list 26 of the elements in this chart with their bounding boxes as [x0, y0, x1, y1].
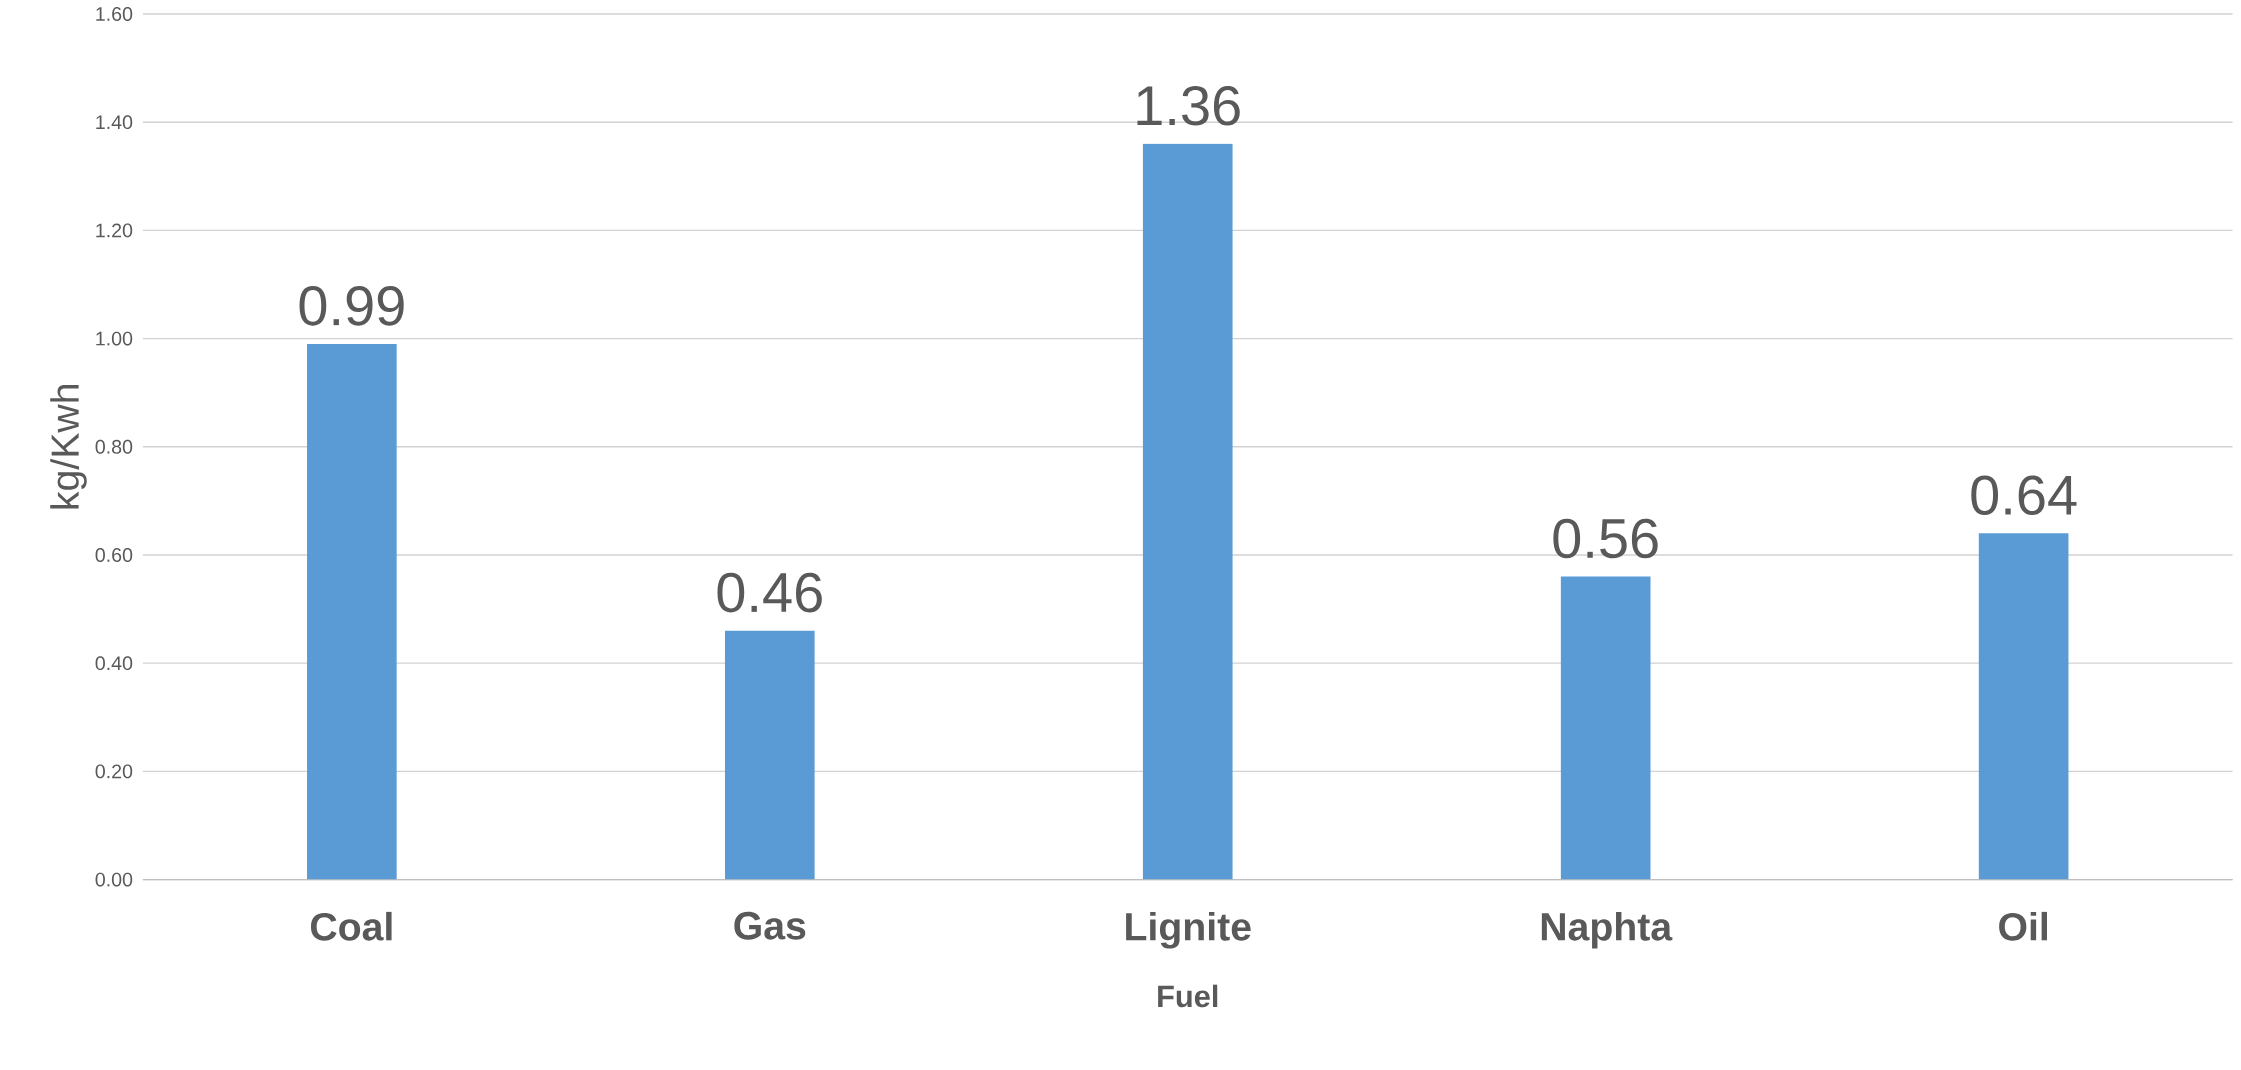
bar [1560, 576, 1651, 880]
x-tick-label: Naphta [1541, 911, 1673, 949]
bar [1142, 143, 1233, 880]
y-axis-title: kg/Kwh [50, 384, 87, 509]
y-tick-label: 0.20 [95, 764, 133, 779]
data-label: 1.36 [1137, 85, 1240, 126]
y-tick-label: 1.60 [96, 7, 133, 21]
y-tick-label: 1.00 [96, 331, 133, 346]
x-tick-label: Lignite [1126, 911, 1251, 949]
data-label: 0.56 [1553, 518, 1658, 559]
y-tick-label: 0.80 [95, 439, 133, 454]
x-tick-label: Coal [310, 911, 392, 941]
data-label: 0.99 [299, 286, 404, 326]
y-tick-label: 0.60 [95, 548, 133, 562]
y-tick-label: 1.40 [96, 115, 133, 130]
bar [1978, 533, 2069, 880]
y-tick-label: 0.00 [95, 872, 133, 887]
y-tick-label: 0.40 [95, 656, 133, 671]
bar [724, 630, 815, 880]
x-tick-label: Gas [734, 911, 806, 940]
data-label: 0.46 [717, 572, 822, 613]
x-axis-title: Fuel [1158, 984, 1218, 1008]
data-label: 0.64 [1971, 475, 2077, 515]
y-tick-label: 1.20 [96, 223, 133, 238]
x-tick-label: Oil [1999, 911, 2048, 941]
bar [307, 343, 397, 880]
